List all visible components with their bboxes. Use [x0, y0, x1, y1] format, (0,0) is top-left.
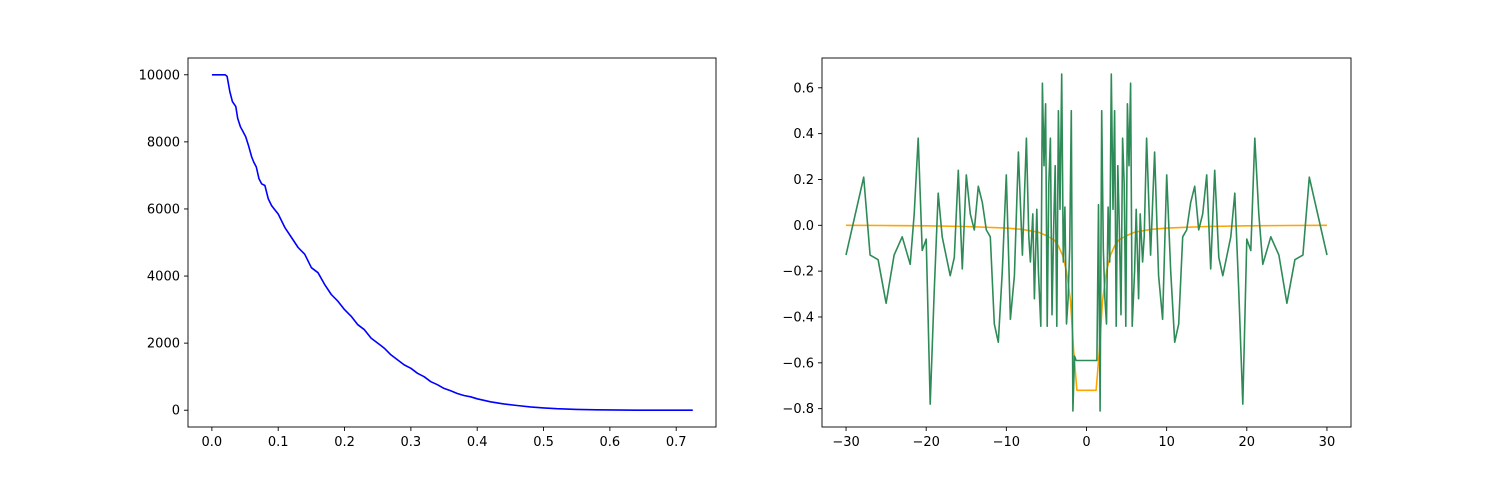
y-tick-label: −0.4 [782, 310, 814, 325]
x-tick-label: 0.7 [666, 435, 687, 450]
y-tick-label: 0.6 [793, 81, 814, 96]
x-tick-label: 10 [1158, 435, 1175, 450]
y-tick-label: 6000 [147, 202, 180, 217]
x-tick-label: 0.3 [401, 435, 422, 450]
x-tick-label: 0.5 [533, 435, 554, 450]
x-tick-label: 0.1 [268, 435, 289, 450]
y-tick-label: 4000 [147, 270, 180, 285]
y-tick-label: 0.4 [793, 127, 814, 142]
x-tick-label: −30 [832, 435, 859, 450]
y-tick-label: 0.2 [793, 173, 814, 188]
x-tick-label: 0.4 [467, 435, 488, 450]
x-tick-label: 0.2 [334, 435, 355, 450]
x-tick-label: −20 [912, 435, 939, 450]
y-tick-label: 10000 [139, 68, 180, 83]
x-tick-label: 0.0 [202, 435, 223, 450]
y-tick-label: 8000 [147, 135, 180, 150]
y-tick-label: 0 [172, 404, 180, 419]
x-tick-label: 0.6 [600, 435, 621, 450]
y-tick-label: 0.0 [793, 219, 814, 234]
x-tick-label: −10 [993, 435, 1020, 450]
x-tick-label: 0 [1082, 435, 1090, 450]
y-tick-label: −0.8 [782, 402, 814, 417]
x-tick-label: 20 [1239, 435, 1256, 450]
y-tick-label: −0.6 [782, 356, 814, 371]
x-tick-label: 30 [1319, 435, 1336, 450]
y-tick-label: 2000 [147, 337, 180, 352]
y-tick-label: −0.2 [782, 265, 814, 280]
